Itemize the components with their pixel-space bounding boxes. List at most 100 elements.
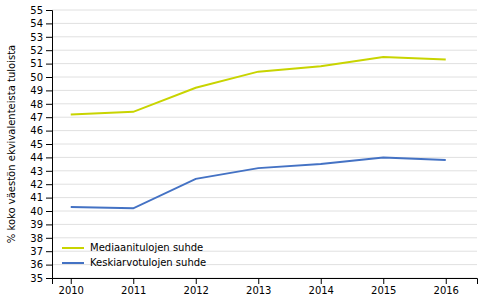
tick-mark <box>383 278 384 284</box>
tick: 54 <box>30 18 52 29</box>
tick-label: 2014 <box>309 285 334 296</box>
tick-label: 43 <box>30 166 43 177</box>
tick: 44 <box>30 152 52 163</box>
tick-label: 2012 <box>184 285 209 296</box>
tick-label: 2015 <box>371 285 396 296</box>
grid-line <box>52 10 477 11</box>
grid-line <box>52 103 477 104</box>
tick: 52 <box>30 45 52 56</box>
tick: 2010 <box>59 278 84 296</box>
tick-mark <box>46 265 52 266</box>
tick-mark <box>71 278 72 284</box>
tick: 2016 <box>434 278 459 296</box>
tick-mark <box>46 131 52 132</box>
tick-mark <box>46 77 52 78</box>
tick: 40 <box>30 206 52 217</box>
tick: 38 <box>30 233 52 244</box>
tick-label: 55 <box>30 5 43 16</box>
legend-item: Mediaanitulojen suhde <box>62 242 203 253</box>
tick-mark <box>46 157 52 158</box>
tick-mark <box>46 238 52 239</box>
tick-mark <box>46 64 52 65</box>
grid-line <box>52 224 477 225</box>
tick-mark <box>46 251 52 252</box>
tick: 43 <box>30 166 52 177</box>
tick-label: 44 <box>30 152 43 163</box>
y-axis-title: % koko väestön ekvivalenteista tuloista <box>6 45 17 243</box>
tick-label: 42 <box>30 179 43 190</box>
grid-line <box>52 63 477 64</box>
tick-label: 39 <box>30 219 43 230</box>
tick-mark <box>133 278 134 284</box>
tick-label: 52 <box>30 45 43 56</box>
tick-label: 46 <box>30 125 43 136</box>
tick-label: 2013 <box>246 285 271 296</box>
tick: 45 <box>30 139 52 150</box>
marks <box>71 57 446 208</box>
tick-mark <box>46 117 52 118</box>
legend: Mediaanitulojen suhde Keskiarvotulojen su… <box>62 242 206 268</box>
series-line <box>71 157 446 208</box>
tick-mark <box>446 278 447 284</box>
tick-label: 35 <box>30 273 43 284</box>
tick: 46 <box>30 125 52 136</box>
tick-label: 36 <box>30 259 43 270</box>
tick-label: 2016 <box>434 285 459 296</box>
tick-label: 40 <box>30 206 43 217</box>
tick: 41 <box>30 192 52 203</box>
tick: 2015 <box>371 278 396 296</box>
axis-line <box>53 279 478 285</box>
tick: 51 <box>30 58 52 69</box>
tick: 49 <box>30 85 52 96</box>
tick: 35 <box>30 273 52 284</box>
tick: 36 <box>30 259 52 270</box>
tick-mark <box>46 90 52 91</box>
tick-label: 51 <box>30 58 43 69</box>
tick-label: 53 <box>30 32 43 43</box>
tick-label: 38 <box>30 233 43 244</box>
tick-mark <box>46 224 52 225</box>
grid-line <box>52 184 477 185</box>
tick-label: 50 <box>30 72 43 83</box>
y-axis: 35 36 37 38 39 40 41 42 43 44 45 46 47 48 49 50 51 52 53 54… <box>30 5 52 284</box>
tick: 42 <box>30 179 52 190</box>
tick: 2011 <box>121 278 146 296</box>
grid-line <box>52 36 477 37</box>
tick: 2012 <box>184 278 209 296</box>
grid-line <box>52 77 477 78</box>
tick-mark <box>46 37 52 38</box>
tick-label: 37 <box>30 246 43 257</box>
legend-item: Keskiarvotulojen suhde <box>62 257 206 268</box>
tick-mark <box>321 278 322 284</box>
tick-mark <box>46 171 52 172</box>
legend-swatch <box>62 262 84 264</box>
grid-line <box>52 117 477 118</box>
grid-line <box>52 211 477 212</box>
tick-label: 45 <box>30 139 43 150</box>
chart: 2010 2011 2012 2013 2014 2015 2016 35 36 37 38 39 40… <box>0 0 491 302</box>
tick-label: 47 <box>30 112 43 123</box>
tick: 2014 <box>309 278 334 296</box>
grid-line <box>52 144 477 145</box>
tick: 47 <box>30 112 52 123</box>
plot: 2010 2011 2012 2013 2014 2015 2016 35 36 37 38 39 40… <box>30 5 477 296</box>
tick-mark <box>46 184 52 185</box>
tick: 39 <box>30 219 52 230</box>
legend-label: Mediaanitulojen suhde <box>90 242 203 253</box>
tick: 37 <box>30 246 52 257</box>
grid-line <box>52 90 477 91</box>
legend-swatch <box>62 247 84 249</box>
grid-line <box>52 130 477 131</box>
tick-mark <box>46 50 52 51</box>
tick-mark <box>258 278 259 284</box>
tick-label: 2010 <box>59 285 84 296</box>
grid-line <box>52 237 477 238</box>
grid-line <box>52 170 477 171</box>
tick-label: 49 <box>30 85 43 96</box>
grid-line <box>52 23 477 24</box>
tick-mark <box>46 104 52 105</box>
tick-mark <box>46 278 52 279</box>
tick-label: 48 <box>30 99 43 110</box>
tick-label: 41 <box>30 192 43 203</box>
tick-mark <box>46 23 52 24</box>
